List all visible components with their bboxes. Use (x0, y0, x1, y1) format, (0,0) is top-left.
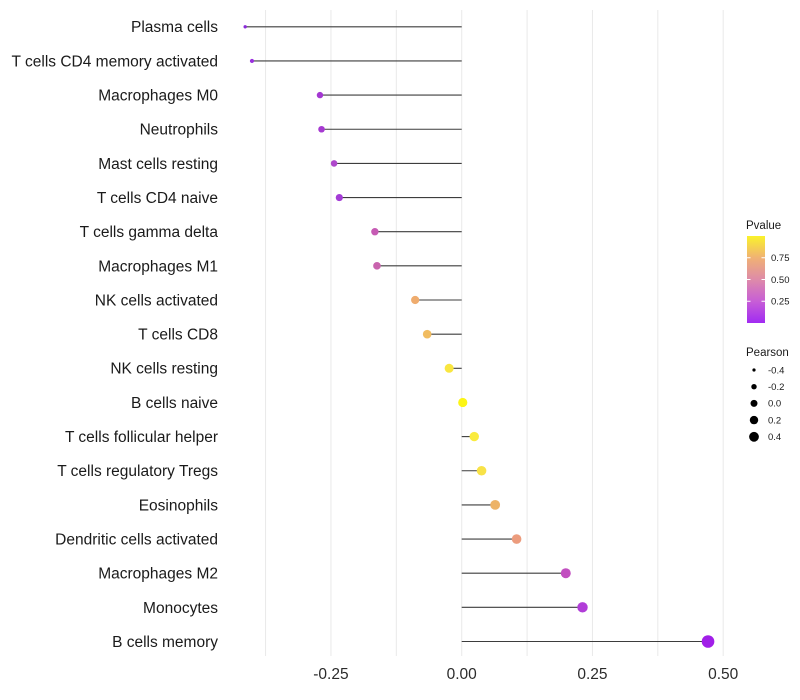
legend-pvalue-title: Pvalue (746, 220, 781, 232)
x-axis-labels: -0.25 0.00 0.25 0.50 (313, 666, 738, 683)
y-axis-label: T cells CD8 (138, 327, 218, 344)
pvalue-gradient-bar (747, 236, 765, 323)
y-axis-label: Mast cells resting (98, 156, 218, 173)
pearson-size-label: 0.0 (768, 399, 781, 410)
y-axis-label: Neutrophils (140, 122, 219, 139)
lollipop-point (701, 635, 715, 648)
pvalue-tick-label: 0.25 (771, 297, 790, 308)
pvalue-tick-label: 0.75 (771, 253, 790, 264)
legend-pvalue-ticks: 0.75 0.50 0.25 (747, 253, 790, 308)
pearson-size-dot (751, 384, 757, 390)
legend-pearson: Pearson -0.4 -0.2 0.0 0.2 0.4 (746, 347, 789, 443)
lollipop-point (458, 397, 468, 408)
pvalue-tick-label: 0.50 (771, 275, 790, 286)
y-axis-label: T cells regulatory Tregs (57, 463, 218, 480)
lollipop-point (318, 125, 325, 133)
y-axis-label: B cells naive (131, 395, 218, 412)
lollipop-point (316, 91, 324, 99)
lollipop-point (243, 25, 247, 29)
pearson-size-label: 0.2 (768, 415, 781, 426)
y-axis-label: Macrophages M1 (98, 258, 218, 275)
gridlines (265, 10, 724, 656)
pearson-size-label: 0.4 (768, 432, 781, 443)
y-axis-label: T cells follicular helper (65, 429, 218, 446)
lollipop-point (249, 58, 255, 64)
lollipop-point (560, 568, 571, 579)
lollipop-point (577, 602, 588, 613)
lollipop-point (422, 329, 432, 339)
y-axis-label: T cells gamma delta (80, 224, 219, 241)
pearson-size-label: -0.4 (768, 365, 784, 376)
pearson-size-dot (750, 399, 758, 407)
lollipop-point (371, 228, 379, 236)
lollipop-points (243, 25, 715, 648)
y-axis-labels: Plasma cells T cells CD4 memory activated… (12, 19, 219, 651)
pearson-size-dot (749, 431, 759, 442)
y-axis-label: Macrophages M0 (98, 88, 218, 105)
lollipop-point (476, 465, 487, 476)
lollipop-point (411, 295, 420, 305)
x-axis-tick-label: -0.25 (313, 666, 348, 683)
lollipop-point (490, 500, 501, 510)
lollipop-point (469, 431, 479, 442)
y-axis-label: Dendritic cells activated (55, 531, 218, 548)
y-axis-label: Plasma cells (131, 19, 218, 36)
y-axis-label: Eosinophils (139, 497, 219, 514)
lollipop-point (444, 363, 454, 373)
y-axis-label: Macrophages M2 (98, 566, 218, 583)
legend-pearson-title: Pearson (746, 347, 789, 359)
x-axis-tick-label: 0.00 (447, 666, 478, 683)
y-axis-label: NK cells activated (95, 292, 218, 309)
y-axis-label: Monocytes (143, 600, 218, 617)
y-axis-label: NK cells resting (110, 361, 218, 378)
y-axis-label: B cells memory (112, 634, 218, 651)
lollipop-point (330, 160, 338, 167)
legend-pearson-entries: -0.4 -0.2 0.0 0.2 0.4 (749, 365, 784, 443)
y-axis-label: T cells CD4 naive (97, 190, 218, 207)
y-axis-label: T cells CD4 memory activated (12, 53, 218, 70)
pearson-size-dot (752, 368, 756, 372)
pearson-size-dot (749, 415, 759, 425)
lollipop-point (373, 262, 381, 270)
lollipop-point (511, 534, 522, 544)
lollipop-stems (245, 26, 709, 643)
legend-pvalue: Pvalue 0.75 0.50 0.25 (746, 220, 790, 323)
x-axis-tick-label: 0.50 (708, 666, 739, 683)
pearson-size-label: -0.2 (768, 382, 784, 393)
x-axis-tick-label: 0.25 (577, 666, 607, 683)
lollipop-point (335, 193, 343, 202)
